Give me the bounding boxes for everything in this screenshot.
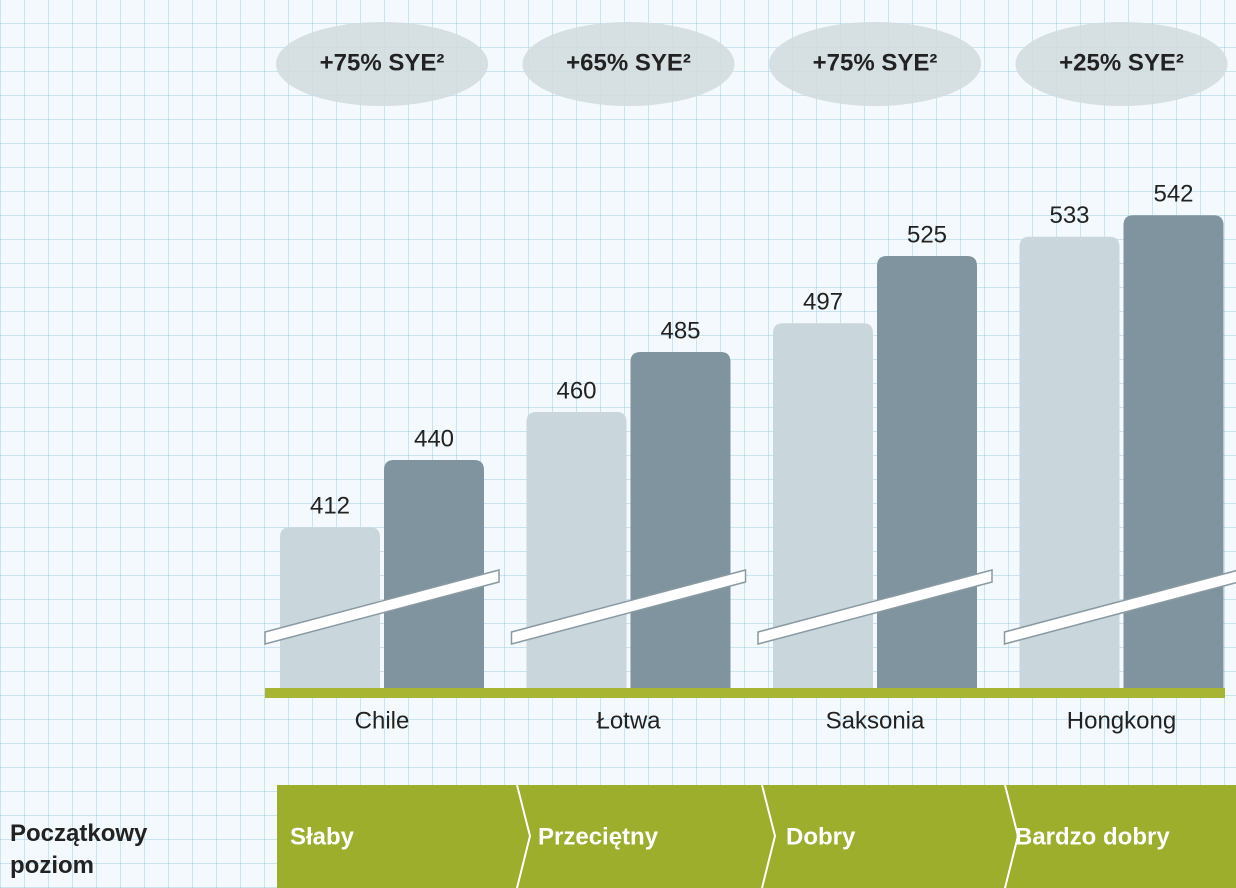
annotation-bubble (1015, 22, 1228, 106)
bar (1123, 215, 1224, 688)
stage: Przeciętny (538, 823, 659, 850)
bar (384, 460, 484, 688)
value-label: 533 (1049, 202, 1089, 229)
stage-band (277, 785, 1236, 888)
bar (526, 412, 627, 688)
bar (877, 256, 977, 688)
annotation: +75% SYE² (813, 49, 938, 76)
category-label: Łotwa (596, 707, 661, 734)
bar (773, 323, 873, 688)
bar (1019, 236, 1120, 689)
bar (280, 527, 380, 688)
annotation-bubble (522, 22, 735, 106)
value-label: 412 (310, 493, 350, 520)
baseline (265, 688, 1225, 698)
chevron (761, 784, 777, 888)
value-label: 542 (1153, 181, 1193, 208)
category-label: Saksonia (826, 707, 925, 734)
stage-label: Początkowy poziom (10, 820, 148, 879)
annotation: +25% SYE² (1059, 49, 1184, 76)
value-label: 485 (660, 317, 700, 344)
chevron (516, 784, 532, 888)
value-label: 525 (907, 221, 947, 248)
category-label: Hongkong (1067, 707, 1176, 734)
value-label: 440 (414, 425, 454, 452)
chevron (1004, 784, 1020, 888)
value-label: 460 (556, 377, 596, 404)
axis-break (510, 569, 747, 645)
category-label: Chile (355, 707, 410, 734)
stage: Bardzo dobry (1015, 823, 1170, 850)
stage: Dobry (786, 823, 856, 850)
axis-break (1003, 569, 1236, 645)
value-label: 497 (803, 289, 843, 316)
stage: Słaby (290, 823, 355, 850)
axis-break (757, 569, 993, 645)
annotation-bubble (276, 22, 488, 106)
annotation: +65% SYE² (566, 49, 691, 76)
annotation: +75% SYE² (320, 49, 445, 76)
annotation-bubble (769, 22, 981, 106)
bar (630, 352, 731, 688)
axis-break (264, 569, 500, 645)
